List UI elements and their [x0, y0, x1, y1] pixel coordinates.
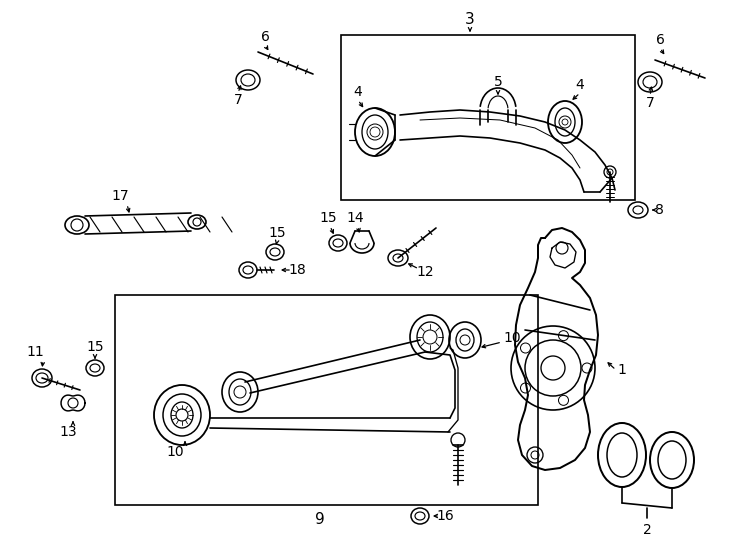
- Text: 6: 6: [655, 33, 664, 47]
- Text: 7: 7: [233, 93, 242, 107]
- Text: 11: 11: [26, 345, 44, 359]
- Bar: [341, 35, 635, 200]
- Text: 9: 9: [315, 512, 325, 528]
- Text: 4: 4: [575, 78, 584, 92]
- Text: 14: 14: [346, 211, 364, 225]
- Bar: [115, 295, 538, 505]
- Text: 10: 10: [166, 445, 184, 459]
- Text: 5: 5: [494, 75, 502, 89]
- Text: 10: 10: [504, 331, 521, 345]
- Text: 16: 16: [436, 509, 454, 523]
- Text: 12: 12: [416, 265, 434, 279]
- Text: 1: 1: [617, 363, 626, 377]
- Text: 15: 15: [86, 340, 103, 354]
- Text: 15: 15: [319, 211, 337, 225]
- Text: 6: 6: [261, 30, 269, 44]
- Text: 4: 4: [354, 85, 363, 99]
- Text: 15: 15: [268, 226, 286, 240]
- Text: 2: 2: [643, 523, 651, 537]
- Text: 7: 7: [646, 96, 655, 110]
- Text: 3: 3: [465, 12, 475, 28]
- Text: 13: 13: [59, 425, 77, 439]
- Text: 17: 17: [111, 189, 128, 203]
- Text: 8: 8: [655, 203, 664, 217]
- Text: 18: 18: [288, 263, 306, 277]
